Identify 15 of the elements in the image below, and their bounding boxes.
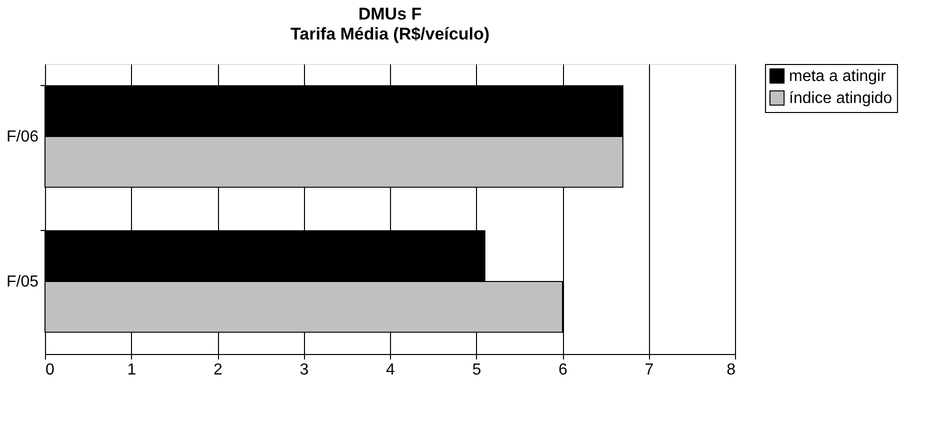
x-tick-label: 4 xyxy=(386,362,396,378)
x-tick-label: 3 xyxy=(300,362,309,378)
x-tick-label: 7 xyxy=(644,362,654,378)
legend-label: índice atingido xyxy=(789,90,892,107)
x-tick-label: 8 xyxy=(726,362,736,378)
y-tick-label: F/06 xyxy=(6,128,39,146)
x-tick-label: 2 xyxy=(214,362,223,378)
x-tick-label: 6 xyxy=(558,362,568,378)
x-tick-label: 5 xyxy=(472,362,482,378)
legend-label: meta a atingir xyxy=(789,68,887,85)
x-tick-label: 0 xyxy=(46,362,54,378)
y-tick-label: F/05 xyxy=(6,274,39,290)
chart-subtitle: Tarifa Média (R$/veículo) xyxy=(290,24,490,44)
chart-title: DMUs F xyxy=(358,4,422,24)
x-tick-label: 1 xyxy=(127,362,136,378)
